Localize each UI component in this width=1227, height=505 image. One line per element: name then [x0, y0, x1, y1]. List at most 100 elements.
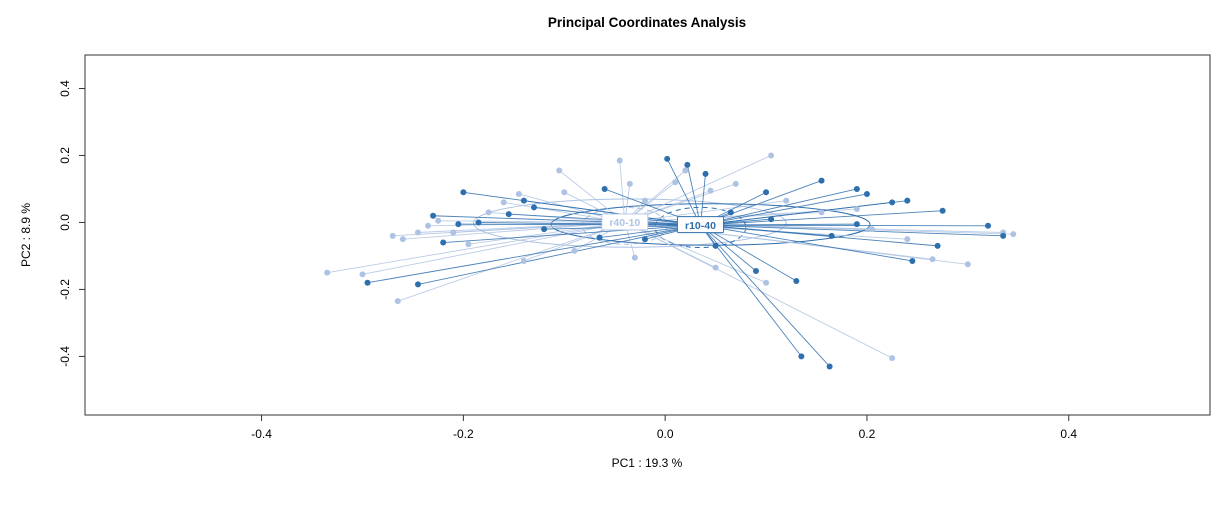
data-point	[818, 209, 825, 216]
spider-line	[327, 221, 625, 274]
data-point	[425, 222, 432, 229]
data-point	[515, 190, 522, 197]
spider-line	[700, 224, 830, 367]
data-point	[783, 197, 790, 204]
data-point	[853, 206, 860, 213]
data-point	[414, 229, 421, 236]
spider-line	[686, 164, 701, 226]
spider-line	[700, 224, 938, 247]
data-point	[672, 179, 679, 186]
data-point	[1000, 232, 1007, 239]
data-point	[664, 155, 671, 162]
data-point	[394, 298, 401, 305]
data-point	[596, 234, 603, 241]
data-point	[985, 222, 992, 229]
centroid-labels-layer: r40-10 r10-40	[601, 213, 724, 234]
x-axis-label: PC1 : 19.3 %	[612, 456, 683, 470]
spider-line	[433, 215, 701, 226]
data-point	[934, 242, 941, 249]
data-point	[500, 199, 507, 206]
data-point	[853, 185, 860, 192]
data-point	[752, 268, 759, 274]
data-point	[904, 197, 911, 204]
data-point	[889, 355, 896, 362]
x-tick-label: 0.0	[657, 427, 674, 441]
spider-line	[463, 191, 701, 226]
data-point	[364, 279, 371, 286]
data-point	[641, 236, 648, 243]
data-point	[826, 363, 833, 370]
spider-line	[367, 224, 701, 284]
data-point	[682, 167, 689, 174]
axes-layer: -0.4 -0.2 0.0 0.2 0.4 -0.4 -0.2 0.0 0.2 0.4	[58, 80, 1077, 441]
data-point	[818, 177, 825, 184]
data-point	[359, 271, 366, 278]
data-point	[556, 167, 563, 174]
x-tick-label: -0.4	[251, 427, 272, 441]
plot-border	[84, 54, 1211, 416]
data-point	[853, 221, 860, 228]
data-point	[702, 170, 709, 177]
data-point	[430, 212, 437, 219]
data-point	[909, 257, 916, 264]
x-tick-label: 0.4	[1060, 427, 1077, 441]
group-ellipse	[654, 206, 747, 249]
y-tick-label: -0.2	[58, 279, 72, 300]
centroid-label: r40-10	[609, 217, 640, 229]
spider-line	[624, 155, 772, 223]
data-point	[455, 221, 462, 228]
data-point	[1010, 231, 1017, 238]
data-point	[929, 256, 936, 263]
data-point	[863, 190, 870, 197]
data-point	[460, 189, 467, 196]
data-point	[520, 257, 527, 264]
spider-line	[443, 224, 701, 243]
data-point	[712, 264, 719, 271]
data-point	[889, 199, 896, 206]
data-point	[601, 185, 608, 192]
spider-line	[624, 222, 893, 359]
chart-title: Principal Coordinates Analysis	[548, 15, 746, 30]
data-points-layer	[324, 152, 1017, 370]
spider-line	[700, 193, 868, 226]
data-point	[768, 216, 775, 223]
centroid-label-box	[677, 216, 724, 234]
data-point	[541, 226, 548, 233]
spider-line	[700, 210, 943, 226]
data-point	[798, 353, 805, 360]
spider-line	[619, 160, 626, 223]
spider-line	[666, 158, 701, 226]
data-point	[505, 211, 512, 218]
data-point	[641, 197, 648, 204]
data-point	[868, 226, 875, 233]
spider-line	[417, 224, 701, 285]
data-point	[732, 180, 739, 187]
data-point	[399, 236, 406, 243]
y-tick-label: 0.4	[58, 80, 72, 97]
spider-line	[700, 224, 989, 227]
data-point	[939, 207, 946, 214]
data-point	[520, 197, 527, 204]
data-point	[712, 242, 719, 249]
spider-line	[700, 188, 857, 226]
data-point	[684, 161, 691, 168]
data-point	[768, 152, 775, 159]
data-point	[530, 204, 537, 211]
y-tick-label: -0.4	[58, 346, 72, 367]
data-point	[440, 239, 447, 246]
x-tick-label: -0.2	[453, 427, 474, 441]
data-point	[626, 180, 633, 187]
spider-line	[700, 224, 797, 282]
y-tick-label: 0.0	[58, 214, 72, 231]
group-ellipses-layer	[472, 198, 871, 249]
data-point	[465, 241, 472, 248]
data-point	[475, 219, 482, 226]
data-point	[631, 254, 638, 261]
data-point	[324, 269, 331, 276]
spider-line	[700, 224, 1004, 237]
centroid-label: r10-40	[685, 220, 716, 232]
data-point	[763, 189, 770, 196]
data-point	[727, 209, 734, 216]
